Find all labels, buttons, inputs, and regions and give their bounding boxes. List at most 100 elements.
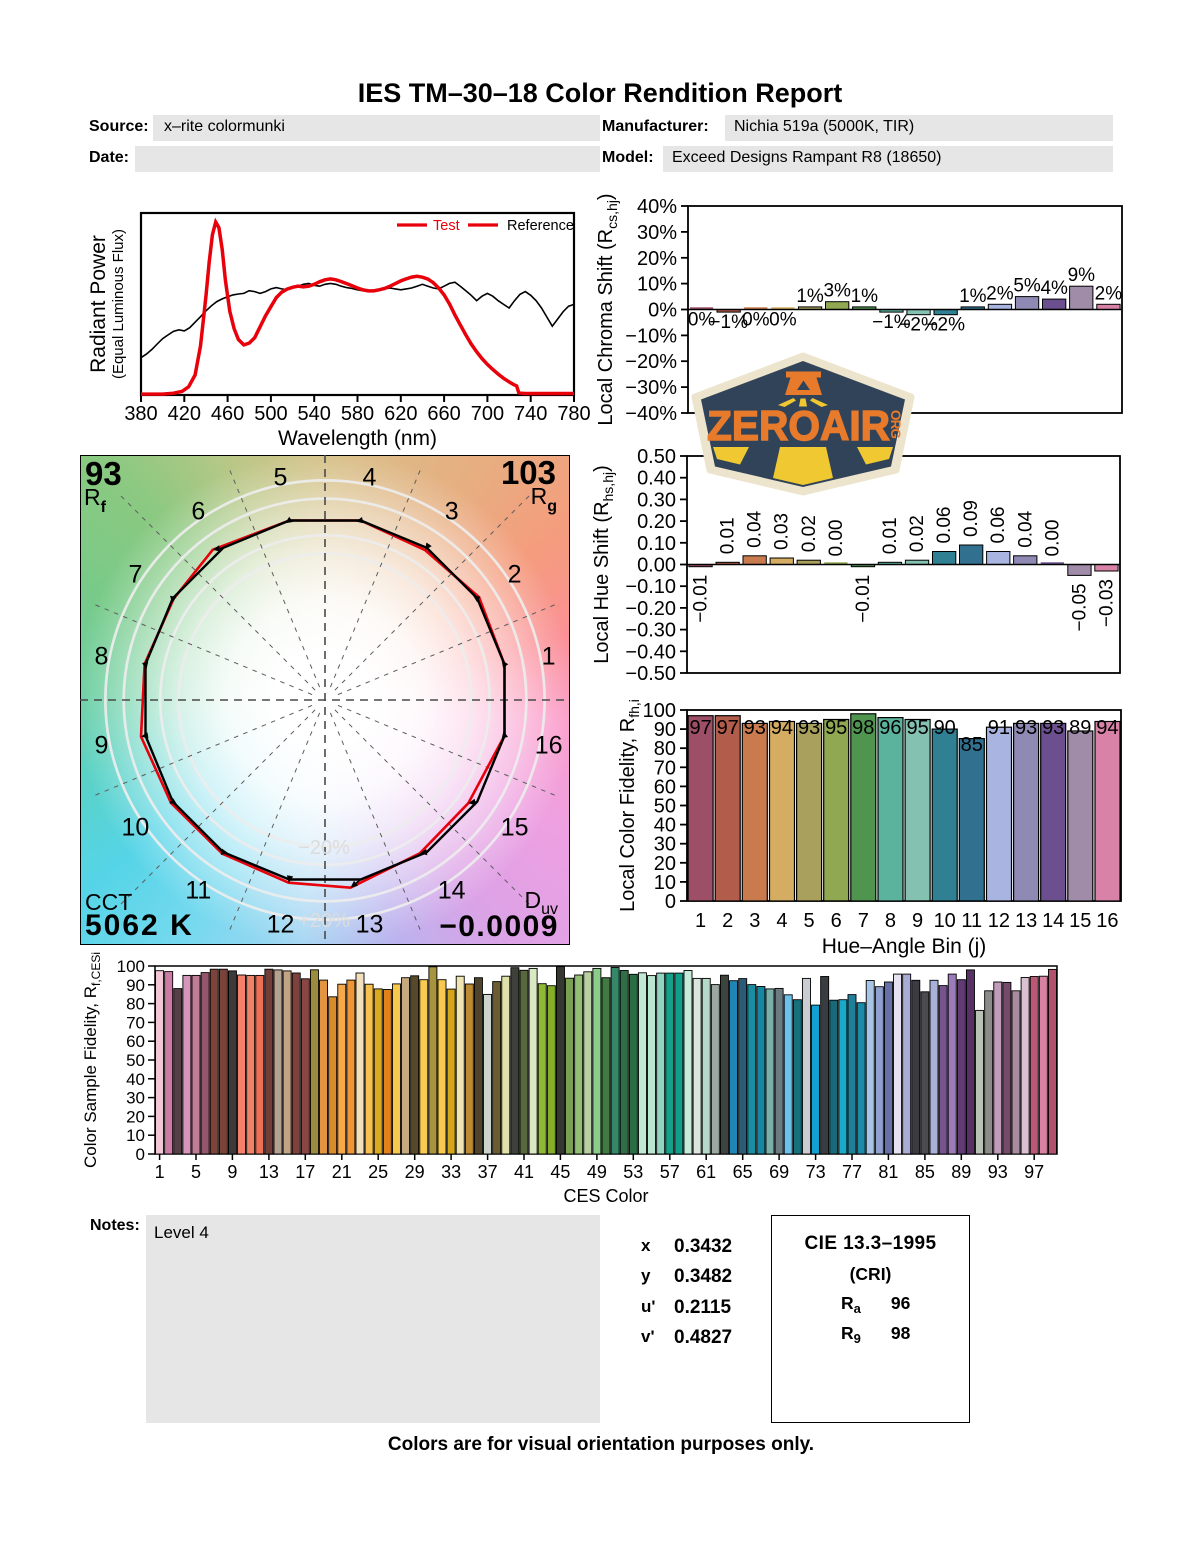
svg-text:61: 61 bbox=[696, 1162, 716, 1182]
svg-text:16: 16 bbox=[535, 732, 563, 760]
svg-text:30%: 30% bbox=[637, 222, 677, 244]
svg-text:9: 9 bbox=[912, 910, 923, 932]
svg-text:0.06: 0.06 bbox=[988, 507, 1009, 544]
svg-text:9: 9 bbox=[94, 732, 108, 760]
svg-text:660: 660 bbox=[427, 403, 460, 425]
svg-text:65: 65 bbox=[733, 1162, 753, 1182]
svg-text:700: 700 bbox=[471, 403, 504, 425]
svg-text:89: 89 bbox=[951, 1162, 971, 1182]
svg-text:0.50: 0.50 bbox=[637, 446, 676, 468]
svg-text:−2%: −2% bbox=[899, 315, 938, 336]
svg-text:0.00: 0.00 bbox=[826, 520, 847, 557]
svg-text:0.02: 0.02 bbox=[907, 515, 928, 552]
svg-text:420: 420 bbox=[168, 403, 201, 425]
svg-text:(Equal Luminous Flux): (Equal Luminous Flux) bbox=[110, 229, 127, 379]
svg-text:60: 60 bbox=[126, 1032, 145, 1051]
svg-text:620: 620 bbox=[384, 403, 417, 425]
svg-text:5062 K: 5062 K bbox=[85, 909, 194, 942]
svg-text:11: 11 bbox=[961, 910, 982, 932]
svg-text:10: 10 bbox=[121, 814, 149, 842]
svg-text:3: 3 bbox=[445, 497, 459, 525]
svg-text:80: 80 bbox=[126, 995, 145, 1014]
svg-text:13: 13 bbox=[356, 911, 384, 939]
svg-text:40: 40 bbox=[126, 1070, 145, 1089]
svg-text:90: 90 bbox=[126, 976, 145, 995]
svg-text:−1%: −1% bbox=[709, 312, 748, 333]
svg-text:0.06: 0.06 bbox=[934, 507, 955, 544]
svg-text:20: 20 bbox=[126, 1107, 145, 1126]
svg-text:−0.20: −0.20 bbox=[625, 598, 676, 620]
svg-text:0.09: 0.09 bbox=[961, 500, 982, 537]
svg-text:96: 96 bbox=[879, 717, 901, 739]
svg-text:Color Sample Fidelity, Rf,CESi: Color Sample Fidelity, Rf,CESi bbox=[81, 952, 103, 1168]
svg-text:500: 500 bbox=[254, 403, 287, 425]
svg-text:0.02: 0.02 bbox=[799, 515, 820, 552]
svg-text:CES Color: CES Color bbox=[563, 1186, 648, 1206]
svg-text:2: 2 bbox=[508, 560, 522, 588]
svg-text:−0.03: −0.03 bbox=[1097, 579, 1118, 627]
svg-text:6: 6 bbox=[191, 497, 205, 525]
svg-text:103: 103 bbox=[501, 455, 556, 491]
svg-text:1: 1 bbox=[542, 643, 556, 671]
svg-text:0.10: 0.10 bbox=[637, 533, 676, 555]
svg-text:0.01: 0.01 bbox=[718, 517, 739, 554]
svg-text:1%: 1% bbox=[851, 286, 879, 307]
svg-text:69: 69 bbox=[769, 1162, 789, 1182]
svg-text:0: 0 bbox=[665, 891, 676, 913]
svg-text:0: 0 bbox=[136, 1145, 145, 1164]
svg-text:70: 70 bbox=[126, 1013, 145, 1032]
svg-text:ZEROAIR: ZEROAIR bbox=[707, 402, 890, 449]
svg-text:Radiant Power: Radiant Power bbox=[87, 235, 110, 373]
svg-text:8: 8 bbox=[94, 643, 108, 671]
svg-text:0%: 0% bbox=[742, 310, 770, 331]
svg-text:60: 60 bbox=[654, 776, 676, 798]
svg-text:−20%: −20% bbox=[625, 351, 677, 373]
svg-text:0.40: 0.40 bbox=[637, 468, 676, 490]
svg-text:0.01: 0.01 bbox=[880, 517, 901, 554]
svg-text:89: 89 bbox=[1069, 717, 1091, 739]
svg-text:5: 5 bbox=[804, 910, 815, 932]
svg-text:77: 77 bbox=[842, 1162, 862, 1182]
svg-text:580: 580 bbox=[341, 403, 374, 425]
svg-text:740: 740 bbox=[514, 403, 547, 425]
svg-text:−0.30: −0.30 bbox=[625, 620, 676, 642]
svg-text:−0.10: −0.10 bbox=[625, 576, 676, 598]
svg-text:8: 8 bbox=[885, 910, 896, 932]
svg-text:95: 95 bbox=[825, 717, 847, 739]
svg-text:37: 37 bbox=[478, 1162, 498, 1182]
svg-text:5%: 5% bbox=[1013, 276, 1041, 297]
svg-text:Reference: Reference bbox=[507, 218, 574, 234]
svg-text:94: 94 bbox=[1096, 717, 1118, 739]
svg-text:1: 1 bbox=[695, 910, 706, 932]
svg-text:10%: 10% bbox=[637, 274, 677, 296]
svg-text:−10%: −10% bbox=[625, 325, 677, 347]
svg-text:ORG: ORG bbox=[888, 410, 903, 439]
svg-text:80: 80 bbox=[654, 738, 676, 760]
svg-text:98: 98 bbox=[852, 717, 874, 739]
svg-text:540: 540 bbox=[298, 403, 331, 425]
svg-text:−20%: −20% bbox=[298, 837, 350, 859]
svg-text:0%: 0% bbox=[769, 310, 797, 331]
svg-text:0.03: 0.03 bbox=[772, 513, 793, 550]
svg-text:Hue–Angle Bin (j): Hue–Angle Bin (j) bbox=[822, 935, 987, 958]
svg-text:14: 14 bbox=[1042, 910, 1064, 932]
svg-text:0.00: 0.00 bbox=[1042, 520, 1063, 557]
svg-text:90: 90 bbox=[934, 717, 956, 739]
svg-text:−40%: −40% bbox=[625, 403, 677, 425]
svg-text:−2%: −2% bbox=[926, 315, 965, 336]
svg-text:33: 33 bbox=[441, 1162, 461, 1182]
svg-text:12: 12 bbox=[988, 910, 1010, 932]
svg-text:Test: Test bbox=[433, 218, 460, 234]
svg-text:53: 53 bbox=[623, 1162, 643, 1182]
svg-text:0.30: 0.30 bbox=[637, 489, 676, 511]
svg-text:95: 95 bbox=[906, 717, 928, 739]
svg-text:Rg: Rg bbox=[531, 483, 557, 515]
svg-text:Wavelength (nm): Wavelength (nm) bbox=[278, 427, 437, 450]
svg-text:13: 13 bbox=[1015, 910, 1037, 932]
svg-text:4%: 4% bbox=[1040, 278, 1068, 299]
svg-text:2%: 2% bbox=[986, 283, 1014, 304]
svg-text:Local Chroma Shift (Rcs,hj): Local Chroma Shift (Rcs,hj) bbox=[595, 193, 620, 425]
svg-text:93: 93 bbox=[85, 455, 122, 492]
svg-text:5: 5 bbox=[274, 463, 288, 491]
svg-text:10: 10 bbox=[654, 872, 676, 894]
